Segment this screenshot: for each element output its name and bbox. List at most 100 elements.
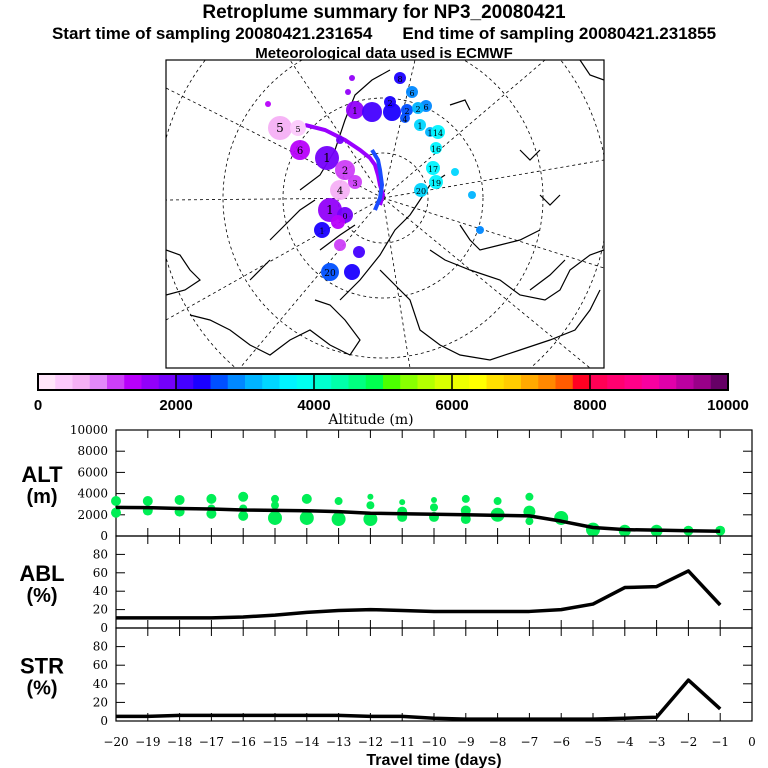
plume-cluster-marker bbox=[348, 175, 362, 189]
scatter-point bbox=[493, 497, 502, 506]
scatter-point bbox=[238, 491, 249, 502]
colorbar-swatch bbox=[331, 374, 349, 390]
panel-ylabel-unit: (%) bbox=[26, 678, 57, 700]
colorbar-swatch bbox=[107, 374, 125, 390]
map-frame bbox=[165, 59, 605, 369]
plume-cluster-marker bbox=[345, 89, 351, 95]
y-tick-label: 4000 bbox=[77, 487, 108, 501]
colorbar-tick-label: 6000 bbox=[435, 397, 468, 414]
scatter-point bbox=[111, 496, 121, 507]
colorbar-swatch bbox=[452, 374, 470, 390]
y-tick-label: 2000 bbox=[77, 508, 108, 522]
colorbar-swatch bbox=[158, 374, 177, 390]
x-tick-label: −16 bbox=[231, 735, 256, 749]
x-tick-label: −11 bbox=[390, 735, 415, 749]
y-tick-label: 60 bbox=[93, 658, 108, 672]
x-tick-label: −13 bbox=[326, 735, 351, 749]
plume-cluster-marker bbox=[349, 75, 355, 81]
coastline bbox=[379, 269, 601, 361]
plume-day-label: 6 bbox=[409, 89, 414, 98]
meridian bbox=[382, 197, 591, 368]
y-tick-label: 80 bbox=[93, 547, 108, 561]
colorbar-swatch bbox=[38, 374, 56, 390]
colorbar-swatch bbox=[124, 374, 142, 390]
x-tick-label: −2 bbox=[680, 735, 698, 749]
plume-cluster-marker bbox=[335, 160, 355, 180]
plume-cluster-marker bbox=[290, 120, 306, 136]
scatter-point bbox=[367, 493, 374, 500]
y-tick-label: 6000 bbox=[77, 465, 108, 479]
plume-cluster-marker bbox=[265, 101, 271, 107]
plume-cluster-marker bbox=[406, 86, 418, 98]
colorbar-tick-label: 0 bbox=[34, 397, 42, 414]
scatter-point bbox=[334, 497, 343, 506]
plume-cluster-marker bbox=[315, 146, 339, 170]
colorbar-swatch bbox=[72, 374, 91, 390]
scatter-point bbox=[271, 494, 279, 503]
scatter-point bbox=[111, 507, 121, 518]
panel-ylabel-unit: (%) bbox=[26, 585, 57, 607]
y-tick-label: 0 bbox=[100, 621, 108, 635]
plume-cluster-marker bbox=[426, 161, 440, 175]
scatter-point bbox=[363, 512, 378, 527]
plume-cluster-marker bbox=[476, 226, 484, 234]
x-tick-label: −8 bbox=[489, 735, 507, 749]
plume-cluster-marker bbox=[314, 222, 330, 238]
scatter-point bbox=[461, 494, 470, 503]
scatter-point bbox=[206, 493, 217, 504]
plume-day-label: 20 bbox=[324, 269, 336, 279]
plume-day-label: 5 bbox=[276, 121, 284, 135]
x-tick-label: −14 bbox=[294, 735, 320, 749]
y-tick-label: 20 bbox=[93, 603, 108, 617]
meridian bbox=[166, 87, 384, 199]
coastline bbox=[299, 69, 446, 301]
colorbar-swatch bbox=[193, 374, 211, 390]
plume-day-label: 4 bbox=[402, 115, 407, 124]
panel-frame bbox=[115, 627, 753, 722]
meridian bbox=[382, 197, 604, 269]
plume-day-label: 6 bbox=[297, 146, 303, 157]
coastline bbox=[459, 224, 566, 291]
x-axis-label: Travel time (days) bbox=[366, 752, 501, 768]
colorbar-frame bbox=[37, 373, 729, 391]
y-tick-label: 60 bbox=[93, 566, 108, 580]
plume-day-label: 2 bbox=[387, 99, 392, 108]
panel-ylabel: ALT bbox=[21, 462, 63, 487]
plume-day-label: 0 bbox=[342, 212, 347, 221]
coastline bbox=[189, 299, 361, 356]
x-tick-label: −6 bbox=[552, 735, 570, 749]
colorbar-tick-label: 10000 bbox=[707, 397, 749, 414]
plume-cluster-marker bbox=[336, 136, 344, 144]
colorbar-swatch bbox=[176, 374, 194, 390]
meridian bbox=[289, 60, 384, 199]
colorbar-swatch bbox=[521, 374, 539, 390]
plume-day-label: 1 bbox=[319, 227, 324, 236]
colorbar-swatch bbox=[400, 374, 418, 390]
colorbar-swatch bbox=[590, 374, 608, 390]
colorbar-swatch bbox=[607, 374, 625, 390]
colorbar-swatch bbox=[348, 374, 367, 390]
plume-cluster-marker bbox=[431, 125, 445, 139]
x-tick-label: −1 bbox=[711, 735, 729, 749]
plume-day-label: 4 bbox=[337, 186, 343, 197]
series-line bbox=[116, 678, 722, 721]
plume-day-label: 14 bbox=[433, 129, 443, 138]
colorbar-swatch bbox=[227, 374, 246, 390]
x-tick-label: −20 bbox=[103, 735, 128, 749]
scatter-point bbox=[271, 501, 279, 510]
plume-day-label: 17 bbox=[428, 165, 438, 174]
sampling-times: Start time of sampling 20080421.231654 En… bbox=[0, 24, 768, 44]
plume-cluster-marker bbox=[384, 96, 396, 108]
coastlines bbox=[166, 60, 604, 361]
colorbar-swatch bbox=[555, 374, 574, 390]
x-tick-label: 0 bbox=[748, 735, 756, 749]
colorbar-swatch bbox=[469, 374, 487, 390]
scatter-point bbox=[525, 517, 534, 526]
start-time-label: Start time of sampling 20080421.231654 bbox=[51, 24, 373, 43]
plume-cluster-marker bbox=[362, 102, 382, 122]
x-tick-label: −10 bbox=[421, 735, 446, 749]
colorbar-tick-label: 4000 bbox=[297, 397, 330, 414]
panel-ylabel: STR bbox=[20, 654, 64, 679]
scatter-point bbox=[331, 512, 346, 527]
